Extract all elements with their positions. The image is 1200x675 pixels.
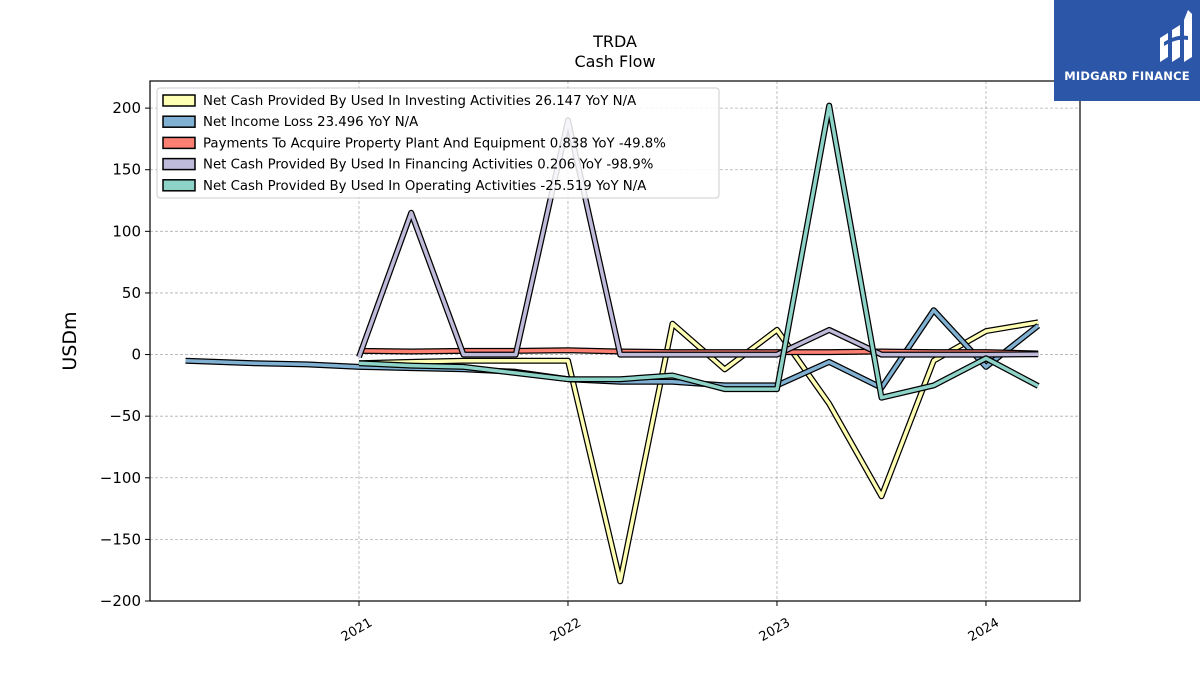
y-tick-label: 150 xyxy=(112,161,141,179)
legend-entry: Payments To Acquire Property Plant And E… xyxy=(203,136,666,151)
y-axis-label: USDm xyxy=(59,311,81,370)
legend-swatch xyxy=(162,94,196,107)
legend: Net Cash Provided By Used In Investing A… xyxy=(156,87,720,199)
legend-swatch xyxy=(162,179,196,192)
y-tick-label: 100 xyxy=(112,222,141,240)
legend-entry: Net Cash Provided By Used In Investing A… xyxy=(203,94,636,109)
y-tick-label: −200 xyxy=(100,592,141,610)
series-line xyxy=(357,118,1039,358)
legend-swatch xyxy=(162,136,196,150)
plot-frame xyxy=(149,80,1081,602)
y-tick-label: 0 xyxy=(131,346,141,364)
y-tick-label: −100 xyxy=(100,469,141,487)
x-tick-label: 2023 xyxy=(757,615,793,645)
legend-entry: Net Cash Provided By Used In Financing A… xyxy=(203,158,653,173)
legend-swatch xyxy=(162,157,196,171)
y-tick-label: 200 xyxy=(112,99,141,117)
legend-entry: Net Cash Provided By Used In Operating A… xyxy=(203,179,646,194)
y-tick-label: −50 xyxy=(109,407,141,425)
y-tick-label: 50 xyxy=(122,284,141,302)
axes: −200 −150 −100 −50 0 50 100 150 200 2021 2022 2023 2… xyxy=(100,99,1002,645)
series-line xyxy=(358,103,1040,400)
brand-name: MIDGARD FINANCE xyxy=(1064,69,1190,83)
series-lines xyxy=(185,102,1041,585)
chart-subtitle: Cash Flow xyxy=(574,52,656,71)
y-tick-label: −150 xyxy=(100,530,141,548)
legend-entry: Net Income Loss 23.496 YoY N/A xyxy=(203,115,418,130)
x-tick-label: 2024 xyxy=(966,615,1002,645)
legend-box xyxy=(156,87,720,199)
x-tick-label: 2021 xyxy=(339,615,375,645)
series-line xyxy=(358,320,1039,584)
x-tick-label: 2022 xyxy=(548,615,584,645)
logo-mark-icon xyxy=(1160,10,1192,62)
legend-swatch xyxy=(162,115,196,128)
midgard-finance-logo: MIDGARD FINANCE xyxy=(1054,0,1200,101)
chart-title: TRDA xyxy=(593,32,637,51)
